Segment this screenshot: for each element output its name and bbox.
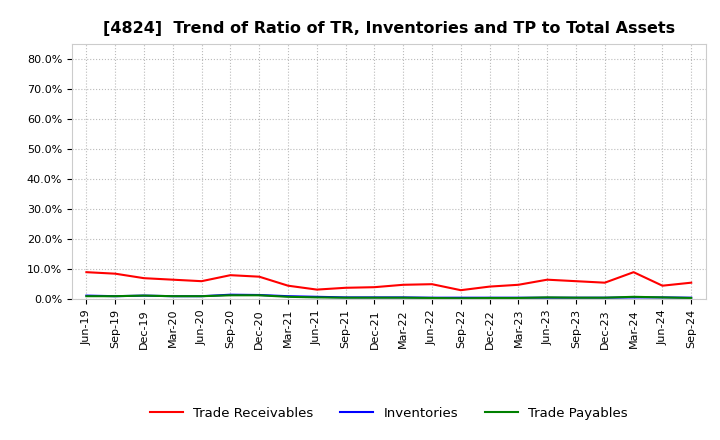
Trade Payables xyxy=(514,295,523,301)
Trade Receivables xyxy=(600,280,609,285)
Trade Receivables xyxy=(485,284,494,289)
Line: Trade Receivables: Trade Receivables xyxy=(86,272,691,290)
Trade Payables xyxy=(658,295,667,300)
Trade Payables xyxy=(197,293,206,299)
Trade Payables xyxy=(399,295,408,301)
Trade Receivables xyxy=(284,283,292,288)
Inventories xyxy=(658,295,667,300)
Inventories xyxy=(82,293,91,298)
Trade Payables xyxy=(140,293,148,298)
Trade Receivables xyxy=(255,274,264,279)
Inventories xyxy=(572,295,580,301)
Trade Payables xyxy=(629,294,638,300)
Trade Payables xyxy=(168,293,177,299)
Inventories xyxy=(341,295,350,300)
Trade Payables xyxy=(456,296,465,301)
Trade Receivables xyxy=(82,270,91,275)
Trade Payables xyxy=(370,295,379,301)
Trade Receivables xyxy=(658,283,667,288)
Inventories xyxy=(197,293,206,299)
Inventories xyxy=(600,295,609,301)
Trade Payables xyxy=(226,293,235,298)
Trade Receivables xyxy=(197,279,206,284)
Title: [4824]  Trend of Ratio of TR, Inventories and TP to Total Assets: [4824] Trend of Ratio of TR, Inventories… xyxy=(103,21,675,36)
Trade Payables xyxy=(255,293,264,298)
Trade Payables xyxy=(428,295,436,301)
Inventories xyxy=(428,295,436,301)
Trade Payables xyxy=(111,293,120,299)
Trade Payables xyxy=(687,295,696,301)
Inventories xyxy=(687,295,696,301)
Inventories xyxy=(399,295,408,300)
Inventories xyxy=(629,295,638,300)
Trade Payables xyxy=(572,295,580,301)
Trade Receivables xyxy=(111,271,120,276)
Trade Receivables xyxy=(168,277,177,282)
Trade Receivables xyxy=(687,280,696,285)
Inventories xyxy=(456,295,465,301)
Trade Receivables xyxy=(629,270,638,275)
Inventories xyxy=(226,292,235,297)
Inventories xyxy=(312,294,321,300)
Line: Inventories: Inventories xyxy=(86,295,691,298)
Trade Payables xyxy=(600,295,609,301)
Trade Payables xyxy=(341,295,350,301)
Inventories xyxy=(485,295,494,301)
Trade Receivables xyxy=(572,279,580,284)
Trade Receivables xyxy=(399,282,408,287)
Inventories xyxy=(543,295,552,301)
Trade Payables xyxy=(284,294,292,300)
Inventories xyxy=(168,293,177,299)
Trade Receivables xyxy=(312,287,321,292)
Inventories xyxy=(284,293,292,299)
Trade Payables xyxy=(312,295,321,300)
Trade Payables xyxy=(485,295,494,301)
Trade Receivables xyxy=(543,277,552,282)
Legend: Trade Receivables, Inventories, Trade Payables: Trade Receivables, Inventories, Trade Pa… xyxy=(145,402,633,425)
Line: Trade Payables: Trade Payables xyxy=(86,295,691,298)
Trade Receivables xyxy=(428,282,436,287)
Trade Receivables xyxy=(370,285,379,290)
Inventories xyxy=(255,292,264,297)
Inventories xyxy=(140,293,148,298)
Inventories xyxy=(370,295,379,300)
Inventories xyxy=(111,293,120,299)
Trade Receivables xyxy=(341,285,350,290)
Inventories xyxy=(514,295,523,301)
Trade Receivables xyxy=(456,288,465,293)
Trade Payables xyxy=(543,295,552,300)
Trade Receivables xyxy=(140,275,148,281)
Trade Receivables xyxy=(514,282,523,287)
Trade Payables xyxy=(82,293,91,299)
Trade Receivables xyxy=(226,272,235,278)
